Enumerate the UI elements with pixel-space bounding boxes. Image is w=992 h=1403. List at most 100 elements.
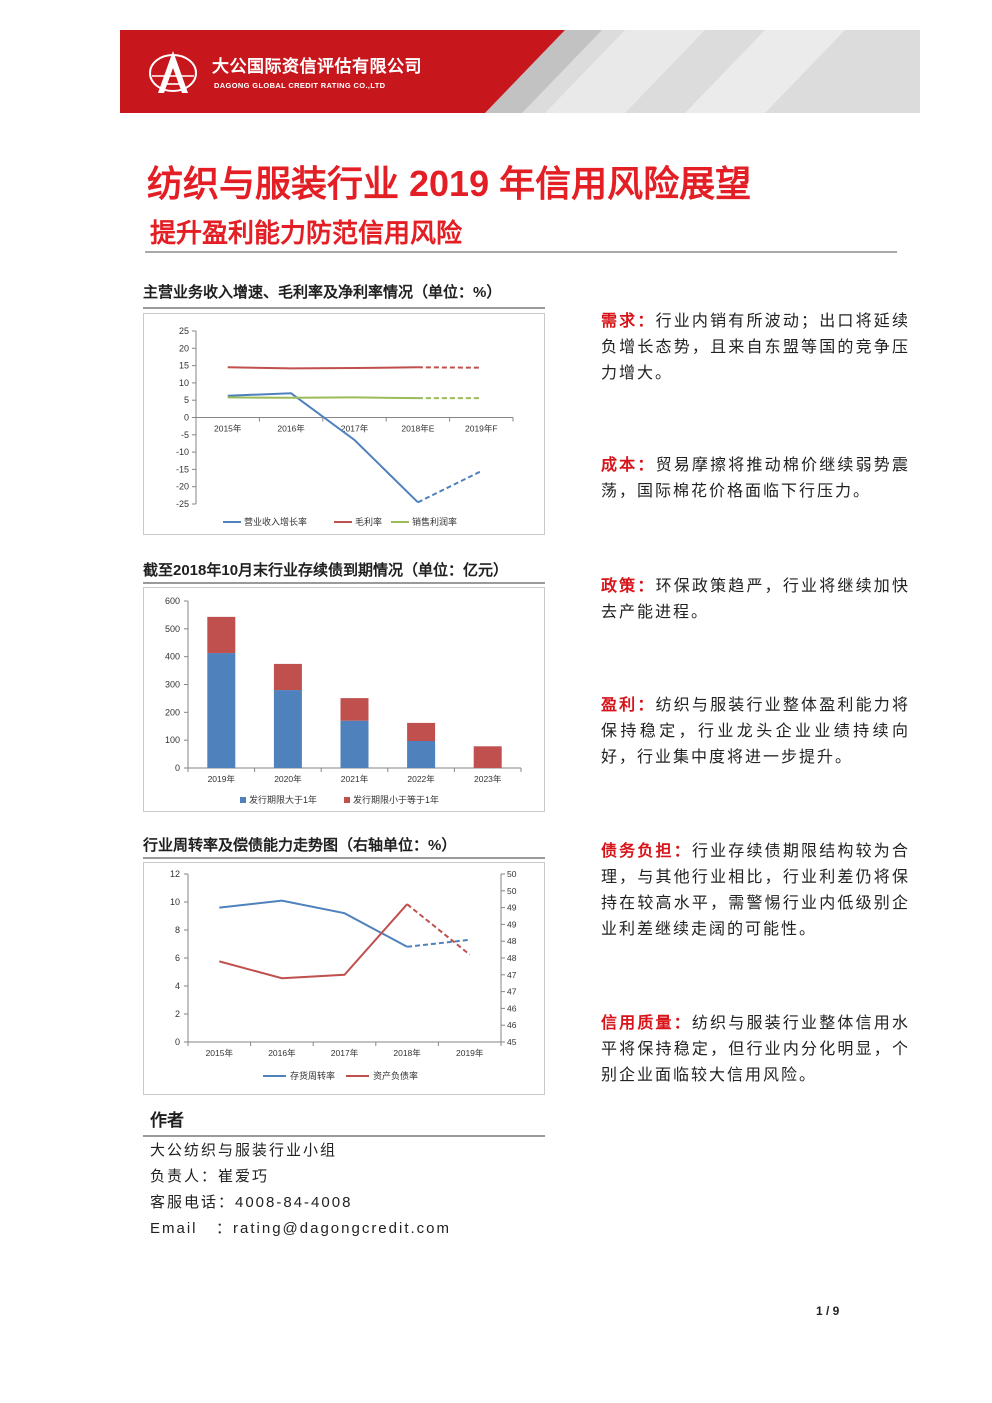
legend-label: 存货周转率 bbox=[290, 1070, 335, 1081]
y-tick-label: -20 bbox=[176, 482, 189, 492]
y-tick-label: -25 bbox=[176, 499, 189, 509]
series-line-0-dashed bbox=[417, 470, 482, 504]
series-line-1-solid bbox=[219, 903, 408, 980]
banner-grey-stripe bbox=[685, 30, 845, 113]
y-tick-label: -5 bbox=[181, 430, 189, 440]
y-tick-label: 20 bbox=[179, 343, 189, 353]
y2-tick-label: 49 bbox=[507, 903, 517, 913]
x-tick-label: 2017年 bbox=[341, 424, 369, 434]
x-tick-label: 2018年 bbox=[393, 1048, 421, 1058]
legend-item-0: 营业收入增长率 bbox=[223, 516, 307, 527]
y-tick-label: 4 bbox=[175, 981, 180, 991]
chart-revenue-margins-plot: 25 20 15 10 5 0 -5 -10 -15 -20 -25 2015年 2016年 2017年 2… bbox=[176, 326, 514, 527]
x-tick-label: 2015年 bbox=[206, 1048, 234, 1058]
banner-red-block bbox=[120, 30, 565, 113]
highlight-text: 环保政策趋严，行业将继续加快去产能进程。 bbox=[601, 578, 910, 621]
y-tick-label: -15 bbox=[176, 464, 189, 474]
legend-swatch bbox=[344, 797, 350, 803]
bar-segment-s1-c0 bbox=[207, 616, 236, 654]
x-tick-label: 2016年 bbox=[277, 424, 305, 434]
chart-title-revenue-margins: 主营业务收入增速、毛利率及净利率情况（单位：%） bbox=[143, 284, 502, 301]
highlight-policy: 政策：环保政策趋严，行业将继续加快去产能进程。 bbox=[601, 574, 910, 626]
y-tick-label: 600 bbox=[165, 596, 180, 606]
legend-item-1: 资产负债率 bbox=[346, 1070, 418, 1081]
bar-segment-s1-c2 bbox=[340, 698, 369, 721]
legend-label: 营业收入增长率 bbox=[244, 516, 307, 527]
highlight-label: 政策： bbox=[601, 578, 656, 595]
x-tick-label: 2019年 bbox=[456, 1048, 484, 1058]
dagong-emblem-icon bbox=[149, 51, 197, 93]
author-underline bbox=[143, 1135, 545, 1137]
highlight-text: 行业存续债期限结构较为合理，与其他行业相比，行业利差仍将保持在较高水平，需警惕行… bbox=[601, 843, 910, 938]
legend-label: 毛利率 bbox=[355, 516, 382, 527]
highlight-text: 贸易摩擦将推动棉价继续弱势震荡，国际棉花价格面临下行压力。 bbox=[601, 457, 910, 500]
y-tick-label: -10 bbox=[176, 447, 189, 457]
y-tick-label: 12 bbox=[170, 869, 180, 879]
company-name-cn: 大公国际资信评估有限公司 bbox=[212, 57, 422, 76]
y-tick-label: 10 bbox=[170, 897, 180, 907]
y2-tick-label: 48 bbox=[507, 936, 517, 946]
y-tick-label: 15 bbox=[179, 361, 189, 371]
legend-item-0: 存货周转率 bbox=[263, 1070, 335, 1081]
y-tick-label: 400 bbox=[165, 652, 180, 662]
y-tick-label: 500 bbox=[165, 624, 180, 634]
company-name-en: DAGONG GLOBAL CREDIT RATING CO.,LTD bbox=[214, 81, 386, 90]
y-tick-label: 5 bbox=[184, 395, 189, 405]
bar-segment-s0-c3 bbox=[407, 741, 436, 768]
legend-item-1: 发行期限小于等于1年 bbox=[344, 794, 439, 805]
series-line-2-solid bbox=[227, 396, 418, 400]
chart-turnover-leverage-plot: 12 10 8 6 4 2 0 50 50 49 49 48 48 47 47 46 46 45 2015年 2016… bbox=[170, 869, 517, 1081]
chart-title-underline bbox=[143, 857, 545, 859]
chart-title-bond-maturity: 截至2018年10月末行业存续债到期情况（单位：亿元） bbox=[143, 562, 509, 579]
highlight-label: 需求： bbox=[601, 313, 656, 330]
x-tick-label: 2021年 bbox=[341, 774, 369, 784]
x-tick-label: 2016年 bbox=[268, 1048, 296, 1058]
y-tick-label: 25 bbox=[179, 326, 189, 336]
x-tick-label: 2018年E bbox=[401, 424, 434, 434]
highlight-cost: 成本：贸易摩擦将推动棉价继续弱势震荡，国际棉花价格面临下行压力。 bbox=[601, 453, 910, 505]
y2-tick-label: 48 bbox=[507, 953, 517, 963]
x-tick-label: 2015年 bbox=[214, 424, 242, 434]
chart-bond-maturity-plot: 600 500 400 300 200 100 0 2019年 2020年 2021年 2022年 2… bbox=[165, 596, 522, 805]
highlight-demand: 需求：行业内销有所波动；出口将延续负增长态势，且来自东盟等国的竞争压力增大。 bbox=[601, 309, 910, 387]
x-tick-label: 2020年 bbox=[274, 774, 302, 784]
author-phone: 客服电话：4008-84-4008 bbox=[150, 1194, 353, 1211]
highlight-label: 盈利： bbox=[601, 697, 656, 714]
legend-swatch bbox=[240, 797, 246, 803]
chart-title-underline bbox=[143, 307, 545, 309]
y2-tick-label: 45 bbox=[507, 1037, 517, 1047]
document-title: 纺织与服装行业 2019 年信用风险展望 bbox=[147, 163, 752, 204]
header-banner bbox=[120, 30, 920, 113]
y-tick-label: 0 bbox=[175, 763, 180, 773]
series-line-0-solid bbox=[227, 392, 419, 504]
y-tick-label: 6 bbox=[175, 953, 180, 963]
legend-label: 发行期限大于1年 bbox=[249, 794, 317, 805]
y2-tick-label: 50 bbox=[507, 886, 517, 896]
y-tick-label: 300 bbox=[165, 680, 180, 690]
x-tick-label: 2022年 bbox=[407, 774, 435, 784]
y2-tick-label: 50 bbox=[507, 869, 517, 879]
bar-segment-s0-c2 bbox=[340, 720, 369, 768]
legend-label: 发行期限小于等于1年 bbox=[353, 794, 439, 805]
bar-segment-s0-c0 bbox=[207, 653, 236, 768]
series-line-0-solid bbox=[219, 899, 408, 948]
highlight-text: 纺织与服装行业整体盈利能力将保持稳定，行业龙头企业业绩持续向好，行业集中度将进一… bbox=[601, 697, 910, 766]
legend-label: 资产负债率 bbox=[373, 1070, 418, 1081]
highlight-label: 信用质量： bbox=[601, 1015, 692, 1032]
author-lead: 负责人：崔爱巧 bbox=[150, 1168, 270, 1185]
y-tick-label: 8 bbox=[175, 925, 180, 935]
chart-title-underline bbox=[143, 582, 545, 584]
x-tick-label: 2019年F bbox=[465, 424, 498, 434]
highlight-label: 成本： bbox=[601, 457, 656, 474]
highlight-text: 纺织与服装行业整体信用水平将保持稳定，但行业内分化明显，个别企业面临较大信用风险… bbox=[601, 1015, 910, 1084]
chart-revenue-margins: 25 20 15 10 5 0 -5 -10 -15 -20 -25 2015年 2016年 2017年 2… bbox=[143, 313, 545, 535]
legend-item-1: 毛利率 bbox=[334, 516, 382, 527]
highlight-debt-burden: 债务负担：行业存续债期限结构较为合理，与其他行业相比，行业利差仍将保持在较高水平… bbox=[601, 839, 910, 943]
y-tick-label: 0 bbox=[175, 1037, 180, 1047]
banner-grey-band bbox=[485, 30, 602, 113]
page-number: 1 / 9 bbox=[816, 1304, 840, 1318]
y2-tick-label: 47 bbox=[507, 987, 517, 997]
document-subtitle: 提升盈利能力防范信用风险 bbox=[150, 218, 463, 248]
bar-segment-s1-c4 bbox=[473, 746, 502, 768]
legend-item-0: 发行期限大于1年 bbox=[240, 794, 317, 805]
